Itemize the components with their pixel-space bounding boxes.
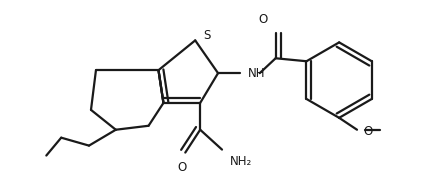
Text: NH₂: NH₂	[230, 155, 252, 168]
Text: O: O	[258, 13, 267, 26]
Text: O: O	[363, 125, 372, 138]
Text: O: O	[178, 161, 187, 174]
Text: S: S	[203, 29, 211, 42]
Text: NH: NH	[248, 67, 265, 80]
